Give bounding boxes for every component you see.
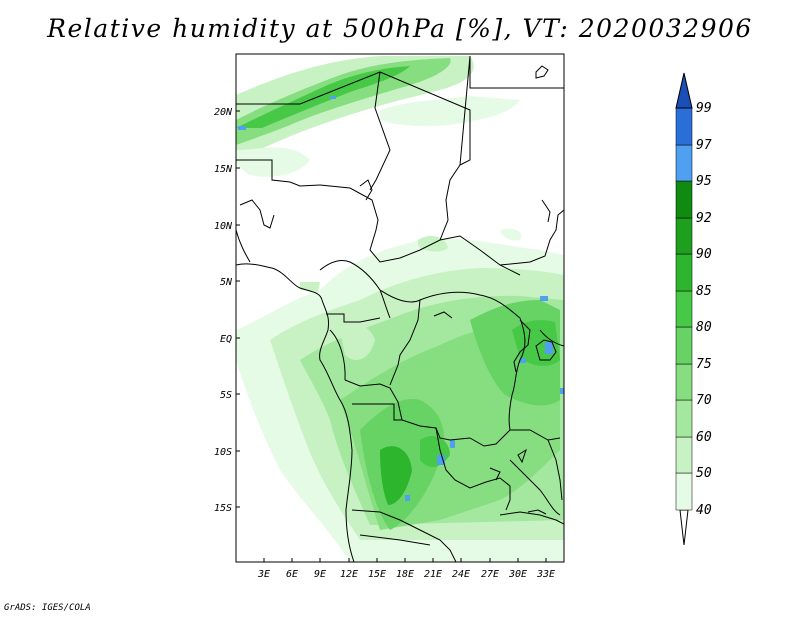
colorbar-upper-arrow xyxy=(675,72,693,109)
colorbar-swatch xyxy=(675,363,693,401)
lon-label: 3E xyxy=(257,569,270,580)
colorbar-label: 75 xyxy=(696,357,712,372)
lat-label: 5N xyxy=(220,277,233,288)
colorbar-swatch xyxy=(675,144,693,182)
colorbar-swatch xyxy=(675,326,693,365)
colorbar-swatch xyxy=(675,436,693,474)
colorbar-swatch xyxy=(675,253,693,292)
colorbar-label: 92 xyxy=(696,211,712,226)
colorbar-label: 99 xyxy=(696,101,712,116)
lon-label: 9E xyxy=(314,569,326,580)
colorbar-label: 70 xyxy=(696,393,712,408)
colorbar-swatch xyxy=(675,107,693,146)
colorbar-label: 60 xyxy=(696,430,712,445)
colorbar-swatch xyxy=(675,399,693,438)
lon-label: 6E xyxy=(286,569,298,580)
colorbar-swatch xyxy=(675,180,693,219)
colorbar-label: 90 xyxy=(696,247,712,262)
lon-axis: 3E 6E 9E 12E 15E 18E 21E 24E 27E 30E 33E xyxy=(257,558,555,580)
lon-label: 21E xyxy=(424,569,442,580)
lat-axis: 20N 15N 10N 5N EQ 5S 10S 15S xyxy=(214,107,240,514)
colorbar-label: 85 xyxy=(696,284,712,299)
lon-label: 15E xyxy=(368,569,386,580)
humidity-field xyxy=(236,56,564,562)
colorbar-label: 40 xyxy=(696,503,712,518)
colorbar-swatch xyxy=(675,217,693,255)
lon-label: 12E xyxy=(340,569,358,580)
colorbar-label: 95 xyxy=(696,174,712,189)
lat-label: 15N xyxy=(214,164,233,175)
lat-label: 5S xyxy=(220,390,232,401)
colorbar-label: 80 xyxy=(696,320,712,335)
lat-label: 15S xyxy=(214,503,232,514)
boundary-lines xyxy=(236,55,564,562)
colorbar: 40 50 60 70 75 80 85 90 92 95 97 99 xyxy=(675,72,712,546)
lon-label: 24E xyxy=(452,569,470,580)
colorbar-swatch xyxy=(675,472,693,511)
grads-credit: GrADS: IGES/COLA xyxy=(4,603,91,613)
lon-label: 18E xyxy=(396,569,414,580)
colorbar-swatch xyxy=(675,290,693,328)
lat-label: 10S xyxy=(214,447,232,458)
lat-label: EQ xyxy=(220,334,232,345)
plot-frame xyxy=(235,53,565,563)
lat-label: 20N xyxy=(214,107,233,118)
colorbar-label: 97 xyxy=(696,138,712,153)
map-title: Relative humidity at 500hPa [%], VT: 202… xyxy=(47,14,753,43)
lat-label: 10N xyxy=(214,221,233,232)
colorbar-label: 50 xyxy=(696,466,712,481)
lon-label: 30E xyxy=(508,569,527,580)
lon-label: 33E xyxy=(536,569,555,580)
colorbar-lower-arrow xyxy=(679,509,689,546)
lon-label: 27E xyxy=(481,569,499,580)
